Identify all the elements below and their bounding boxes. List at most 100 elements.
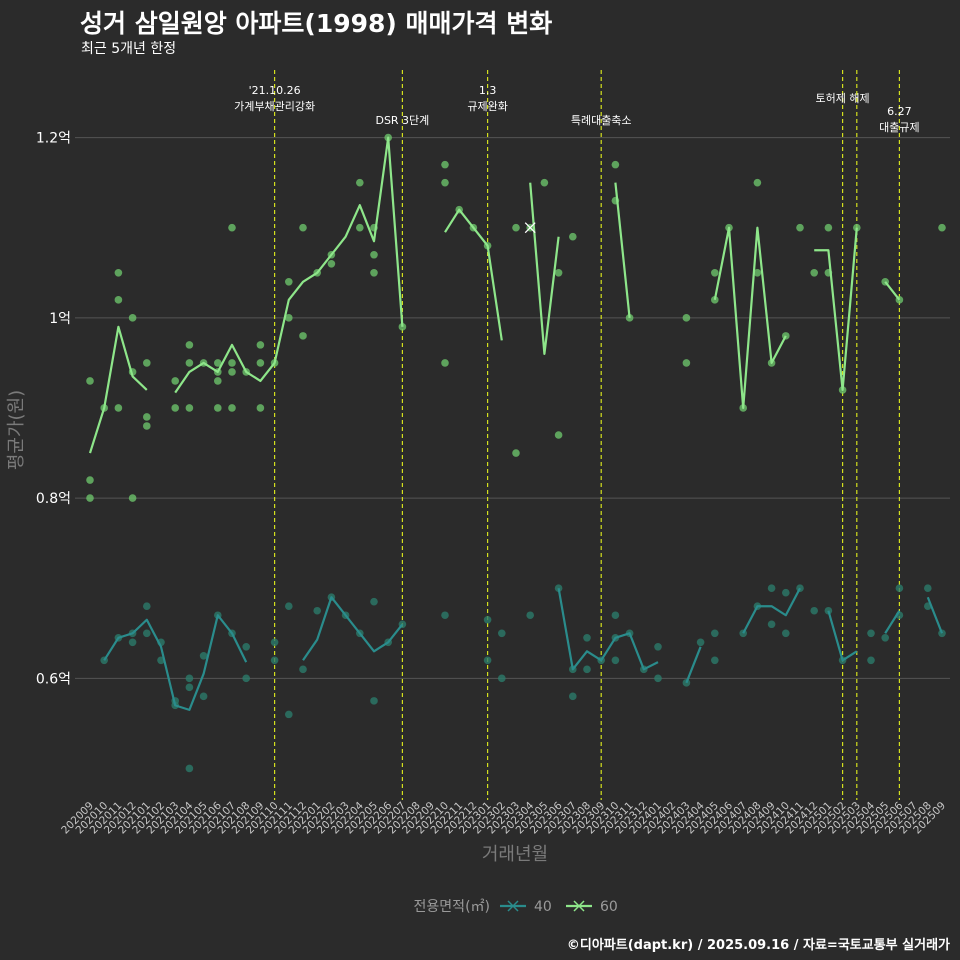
data-point-40 [711, 656, 719, 665]
policy-annotation: '21.10.26 [249, 84, 301, 97]
data-point-40 [498, 629, 506, 638]
data-point-40 [128, 638, 137, 647]
policy-annotation: 가계부채관리강화 [234, 100, 315, 113]
data-point-40 [242, 674, 250, 683]
chart-subtitle: 최근 5개년 한정 [81, 41, 177, 57]
x-axis-title: 거래년월 [482, 844, 548, 865]
series-line-40 [685, 646, 702, 684]
data-point-60 [299, 332, 307, 340]
data-point-60 [370, 268, 378, 277]
data-point-60 [327, 259, 336, 268]
legend: 전용면적(㎡) 40 60 [414, 899, 618, 915]
series-line-60 [444, 208, 503, 341]
data-point-40 [654, 642, 662, 651]
data-point-60 [228, 359, 236, 367]
data-point-60 [938, 223, 946, 232]
data-point-40 [285, 710, 293, 719]
data-point-60 [86, 377, 94, 385]
data-point-40 [143, 602, 151, 611]
data-point-60 [285, 277, 293, 286]
legend-entry-40: 40 [500, 899, 552, 915]
data-point-40 [299, 665, 307, 674]
series-line-60 [88, 325, 148, 454]
series-line-40 [302, 596, 404, 661]
highlight-marker [524, 222, 536, 234]
y-tick-label: 1억 [49, 311, 71, 327]
data-point-60 [554, 431, 563, 439]
data-point-60 [185, 359, 194, 367]
data-point-40 [526, 611, 534, 620]
data-point-40 [483, 656, 492, 665]
series-line-60 [814, 227, 858, 392]
policy-annotation: 6.27 [887, 105, 912, 118]
data-point-40 [185, 674, 194, 683]
legend-swatch-cross [573, 900, 585, 912]
data-point-60 [114, 296, 123, 304]
series-line-40 [103, 614, 248, 711]
data-point-40 [483, 615, 492, 624]
data-point-40 [583, 633, 591, 642]
policy-annotation: 토허제 해제 [816, 91, 870, 105]
credit-line: ©디아파트(dapt.kr) / 2025.09.16 / 자료=국토교통부 실… [566, 938, 950, 953]
data-point-60 [114, 268, 123, 277]
data-point-40 [285, 602, 293, 611]
series-line-60 [713, 226, 787, 410]
policy-annotation: 규제완화 [467, 100, 507, 113]
data-point-40 [199, 692, 208, 701]
data-point-60 [356, 178, 364, 187]
data-point-40 [143, 629, 151, 638]
data-point-40 [498, 674, 506, 683]
data-point-40 [767, 584, 776, 593]
policy-annotation: 대출규제 [879, 121, 919, 134]
series-lines [88, 136, 944, 711]
data-point-60 [370, 250, 378, 259]
y-axis-title: 평균가(원) [6, 390, 27, 470]
data-point-40 [881, 633, 889, 642]
data-point-60 [824, 223, 833, 232]
data-point-40 [654, 674, 662, 683]
data-point-60 [86, 476, 94, 484]
data-point-40 [711, 629, 719, 638]
series-line-40 [742, 587, 801, 634]
data-point-60 [299, 223, 307, 232]
data-point-60 [171, 404, 179, 412]
series-line-40 [926, 596, 944, 634]
data-point-40 [611, 656, 620, 665]
data-point-60 [228, 368, 236, 376]
data-point-60 [810, 268, 818, 277]
data-point-40 [696, 638, 705, 647]
data-point-40 [270, 638, 279, 647]
data-point-60 [611, 160, 620, 169]
data-point-40 [569, 692, 577, 701]
legend-title: 전용면적(㎡) [414, 899, 490, 915]
data-point-40 [441, 611, 449, 620]
data-point-60 [128, 314, 137, 322]
data-point-40 [767, 620, 776, 629]
transaction-points [86, 133, 946, 773]
data-point-40 [867, 629, 875, 638]
legend-entry-label: 40 [534, 899, 552, 915]
data-point-60 [356, 223, 364, 232]
data-point-60 [554, 268, 563, 277]
series-line-60 [614, 182, 631, 318]
series-line-40 [884, 610, 901, 634]
policy-annotation: 특례대출축소 [571, 114, 632, 127]
data-point-60 [171, 377, 179, 385]
data-point-60 [143, 422, 151, 430]
data-point-60 [128, 494, 137, 502]
data-point-60 [441, 178, 449, 187]
data-point-60 [214, 377, 222, 385]
data-point-40 [810, 606, 818, 615]
data-point-60 [753, 178, 762, 187]
data-point-60 [540, 178, 549, 187]
data-point-40 [370, 597, 378, 606]
y-tick-label: 0.8억 [36, 491, 71, 507]
data-point-60 [512, 223, 520, 232]
data-point-40 [242, 642, 250, 651]
data-point-40 [895, 584, 904, 593]
series-line-60 [529, 182, 560, 355]
data-point-60 [753, 268, 762, 277]
series-line-60 [174, 136, 404, 394]
